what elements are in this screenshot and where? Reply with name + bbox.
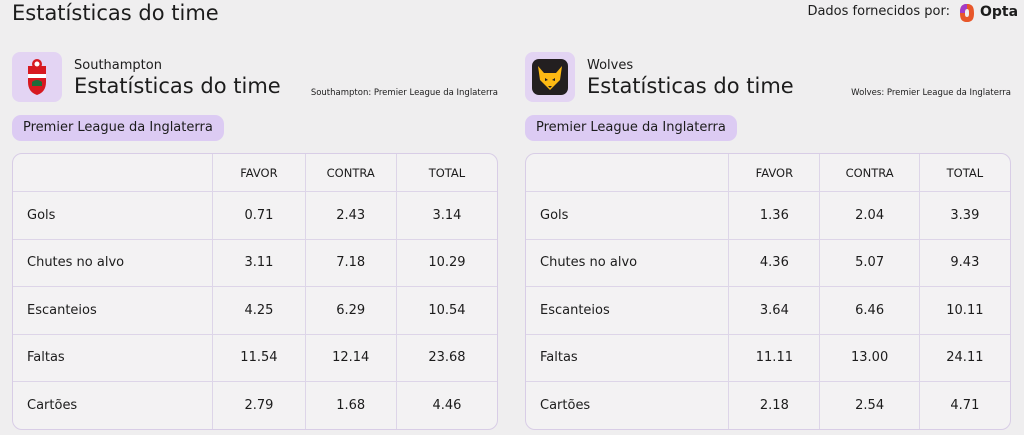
stat-value: 24.11 <box>919 335 1010 382</box>
stat-value: 13.00 <box>820 334 920 382</box>
stat-row: Cartões 2.79 1.68 4.46 <box>13 382 497 429</box>
stat-value: 23.68 <box>396 335 497 382</box>
stat-row: Chutes no alvo 4.36 5.07 9.43 <box>526 239 1010 287</box>
header-cell <box>526 154 730 192</box>
stat-value: 3.39 <box>919 192 1010 240</box>
team-title: Estatísticas do time <box>74 74 281 98</box>
stat-value: 4.25 <box>213 287 306 335</box>
header-cell <box>13 154 214 192</box>
header-cell: CONTRA <box>305 154 397 192</box>
stat-row: Faltas 11.54 12.14 23.68 <box>13 334 497 382</box>
stat-value: 12.14 <box>305 334 397 382</box>
stat-value: 3.64 <box>729 287 821 335</box>
opta-logo <box>960 4 974 22</box>
stat-label: Faltas <box>526 334 730 382</box>
stat-value: 4.36 <box>729 239 821 287</box>
team-note: Southampton: Premier League da Inglaterr… <box>310 88 498 98</box>
header-cell: FAVOR <box>213 154 306 192</box>
stat-value: 11.54 <box>213 334 306 382</box>
team-logo <box>525 52 575 102</box>
team-title: Estatísticas do time <box>587 74 794 98</box>
stat-label: Escanteios <box>13 287 214 335</box>
competition-chip: Premier League da Inglaterra <box>12 115 224 141</box>
team-note: Wolves: Premier League da Inglaterra <box>851 88 1011 98</box>
stat-value: 2.43 <box>305 192 397 240</box>
stat-value: 2.79 <box>213 382 306 429</box>
stat-label: Gols <box>13 192 214 240</box>
stats-table: FAVOR CONTRA TOTAL Gols 0.71 2.43 3.14 Chutes n… <box>12 153 498 430</box>
stat-row: Gols 1.36 2.04 3.39 <box>526 192 1010 240</box>
stat-value: 2.04 <box>820 192 920 240</box>
header-cell: CONTRA <box>820 154 920 192</box>
stat-row: Chutes no alvo 3.11 7.18 10.29 <box>13 239 497 287</box>
team-name: Southampton <box>74 58 162 73</box>
team-panel: Wolves Estatísticas do time Wolves: Premie… <box>525 52 1011 435</box>
stat-row: Gols 0.71 2.43 3.14 <box>13 192 497 240</box>
stat-value: 10.11 <box>919 287 1010 335</box>
stat-label: Escanteios <box>526 287 730 335</box>
stat-value: 11.11 <box>729 334 821 382</box>
stat-label: Gols <box>526 192 730 240</box>
stat-value: 4.46 <box>432 397 462 413</box>
competition-chip: Premier League da Inglaterra <box>525 115 737 141</box>
header-row: FAVOR CONTRA TOTAL <box>13 154 497 192</box>
stat-value: 10.29 <box>396 240 497 287</box>
stat-value: 6.29 <box>305 287 397 335</box>
stat-value: 2.18 <box>729 382 821 429</box>
stat-value: 4.71 <box>950 397 980 413</box>
stats-table: FAVOR CONTRA TOTAL Gols 1.36 2.04 3.39 Chutes n… <box>525 153 1011 430</box>
stat-value: 9.43 <box>919 240 1010 287</box>
stat-value: 6.46 <box>820 287 920 335</box>
stat-value: 5.07 <box>820 239 920 287</box>
stat-row: Cartões 2.18 2.54 4.71 <box>526 382 1010 429</box>
stat-value: 10.54 <box>396 287 497 335</box>
team-panel: Southampton Estatísticas do time Southampt… <box>12 52 498 435</box>
stat-label: Chutes no alvo <box>526 239 730 287</box>
stat-row: Escanteios 4.25 6.29 10.54 <box>13 287 497 335</box>
header-cell: FAVOR <box>729 154 821 192</box>
stat-value: 2.54 <box>820 382 920 429</box>
stat-value: 3.11 <box>213 239 306 287</box>
stat-value: 1.68 <box>306 382 397 429</box>
header-cell: TOTAL <box>919 154 1010 192</box>
stat-row: Escanteios 3.64 6.46 10.11 <box>526 287 1010 335</box>
stat-label: Faltas <box>13 334 214 382</box>
team-logo <box>12 52 62 102</box>
stat-value: 7.18 <box>305 239 397 287</box>
provider-label: Dados fornecidos por: <box>807 4 950 19</box>
stat-value: 1.36 <box>729 192 821 240</box>
provider-name: Opta <box>980 4 1019 20</box>
stat-label: Cartões <box>13 382 214 429</box>
stat-row: Faltas 11.11 13.00 24.11 <box>526 334 1010 382</box>
team-name: Wolves <box>587 58 634 73</box>
stat-label: Chutes no alvo <box>13 239 214 287</box>
stat-label: Cartões <box>526 382 730 429</box>
stat-value: 3.14 <box>396 192 497 240</box>
page-title: Estatísticas do time <box>12 1 219 25</box>
header-row: FAVOR CONTRA TOTAL <box>526 154 1010 192</box>
stat-value: 0.71 <box>213 192 306 240</box>
header-cell: TOTAL <box>396 154 497 192</box>
